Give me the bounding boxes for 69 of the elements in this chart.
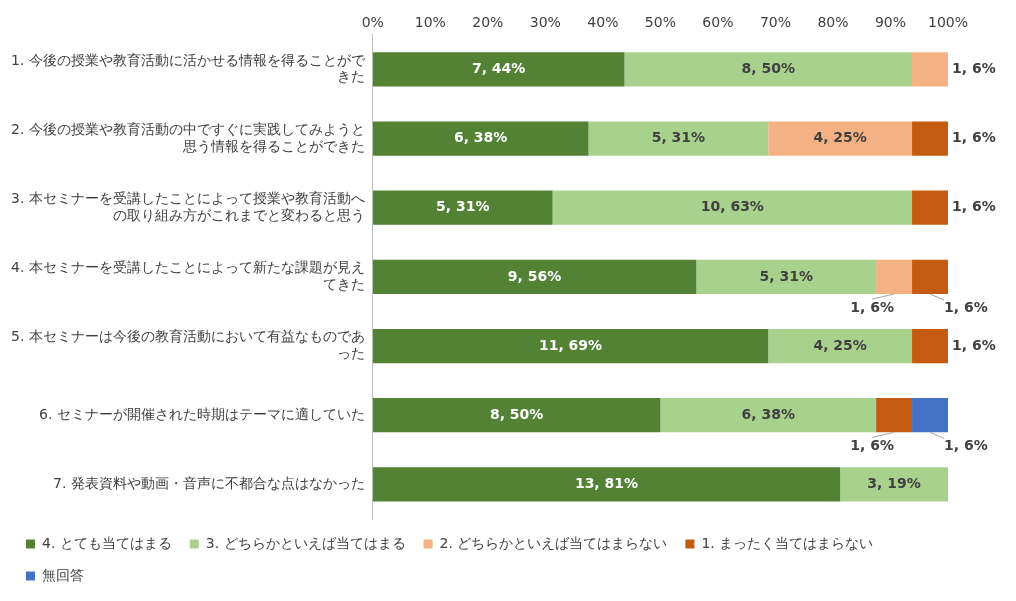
data-label: 5, 31% (759, 267, 813, 284)
x-tick-label: 30% (529, 14, 561, 31)
data-label: 8, 50% (489, 405, 544, 422)
bar (552, 190, 913, 225)
data-label: 1, 6% (944, 437, 988, 453)
bar (912, 259, 948, 295)
legend-label: 無回答 (42, 566, 84, 583)
x-tick-label: 80% (817, 14, 849, 31)
x-tick-label: 10% (414, 14, 446, 31)
bar (372, 190, 553, 225)
data-label: 1, 6% (952, 129, 996, 146)
x-tick-label: 40% (587, 14, 619, 31)
data-label: 1, 6% (952, 198, 996, 215)
bar (876, 398, 913, 433)
data-label: 5, 31% (651, 129, 706, 146)
data-label: 8, 50% (741, 60, 795, 77)
y-tick-label: 5. 本セミナーは今後の教育活動において有益なものであった (11, 328, 365, 362)
bar (696, 259, 877, 295)
bar (372, 467, 841, 502)
bar (372, 398, 661, 433)
x-tick-label: 20% (472, 14, 504, 31)
bar (660, 398, 877, 433)
bar (372, 52, 625, 87)
bar (840, 467, 948, 502)
data-label: 6, 38% (741, 405, 795, 422)
bar (768, 328, 913, 364)
legend-label: 1. まったく当てはまらない (701, 534, 874, 551)
bar (912, 52, 948, 87)
bar (768, 121, 913, 156)
bar (372, 259, 697, 295)
bar (372, 121, 589, 156)
legend-label: 4. とても当てはまる (42, 534, 172, 551)
y-tick-label: 4. 本セミナーを受講したことによって新たな課題が見えてきた (11, 259, 365, 292)
data-label: 4, 25% (813, 129, 867, 146)
x-tick-label: 100% (927, 14, 969, 31)
x-tick-label: 90% (874, 14, 907, 31)
bar (912, 190, 948, 225)
y-tick-label: 2. 今後の授業や教育活動の中ですぐに実践してみようと思う情報を得ることができた (11, 120, 365, 154)
x-tick-label: 70% (759, 14, 791, 31)
bar (588, 121, 769, 156)
x-tick-label: 60% (702, 14, 734, 31)
data-label: 1, 6% (952, 336, 996, 353)
y-tick-label: 1. 今後の授業や教育活動に活かせる情報を得ることができた (11, 51, 366, 85)
bar (372, 328, 769, 364)
bar (624, 52, 913, 87)
data-label: 1, 6% (944, 298, 988, 315)
data-label: 7, 44% (471, 60, 526, 77)
y-tick-label: 7. 発表資料や動画・音声に不都合な点はなかった (53, 475, 365, 492)
x-tick-label: 0% (361, 14, 384, 31)
legend-label: 2. どちらかといえば当てはまらない (439, 534, 668, 551)
data-label: 9, 56% (507, 267, 562, 284)
data-label: 4, 25% (813, 336, 867, 353)
y-tick-label: 6. セミナーが開催された時期はテーマに適していた (39, 405, 365, 422)
bar (912, 121, 948, 156)
data-label: 1, 6% (952, 60, 996, 77)
data-label: 1, 6% (850, 298, 894, 315)
x-tick-label: 50% (644, 14, 676, 31)
data-label: 13, 81% (574, 475, 639, 492)
data-label: 3, 19% (867, 475, 921, 492)
bar (912, 398, 948, 433)
data-label: 1, 6% (850, 437, 894, 453)
data-label: 5, 31% (435, 198, 490, 215)
data-label: 6, 38% (453, 129, 508, 146)
legend-label: 3. どちらかといえば当てはまる (205, 534, 406, 551)
bar (912, 328, 948, 364)
data-label: 10, 63% (700, 198, 764, 215)
y-tick-label: 3. 本セミナーを受講したことによって授業や教育活動への取り組み方がこれまでと変わると思う (11, 189, 365, 223)
bar (876, 259, 913, 295)
data-label: 11, 69% (538, 336, 603, 353)
